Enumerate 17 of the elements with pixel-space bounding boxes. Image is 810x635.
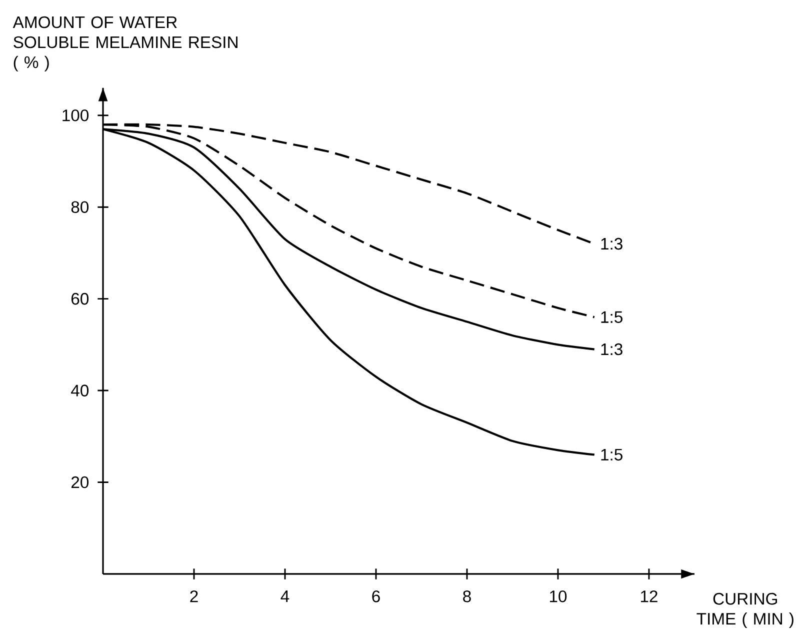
series-label: 1:3 <box>601 343 622 356</box>
x-tick-label: 6 <box>372 590 380 602</box>
x-axis-title: CURING TIME ( MIN ) <box>696 592 794 628</box>
y-axis-title: AMOUNT OF WATER SOLUBLE MELAMINE RESIN ( % ) <box>12 16 238 72</box>
y-tick-label: 40 <box>71 384 89 396</box>
series-label: 1:5 <box>601 448 622 461</box>
x-tick-label: 8 <box>463 590 471 602</box>
series-label: 1:5 <box>601 311 622 323</box>
x-tick-label: 10 <box>550 590 567 602</box>
y-tick-label: 20 <box>71 476 89 488</box>
y-tick-label: 100 <box>62 109 89 122</box>
y-tick-label: 60 <box>71 292 89 305</box>
x-tick-label: 2 <box>190 590 198 602</box>
x-tick-label: 4 <box>280 590 290 602</box>
series-label: 1:3 <box>601 238 622 250</box>
y-tick-label: 80 <box>71 201 89 213</box>
x-tick-label: 12 <box>640 590 658 602</box>
